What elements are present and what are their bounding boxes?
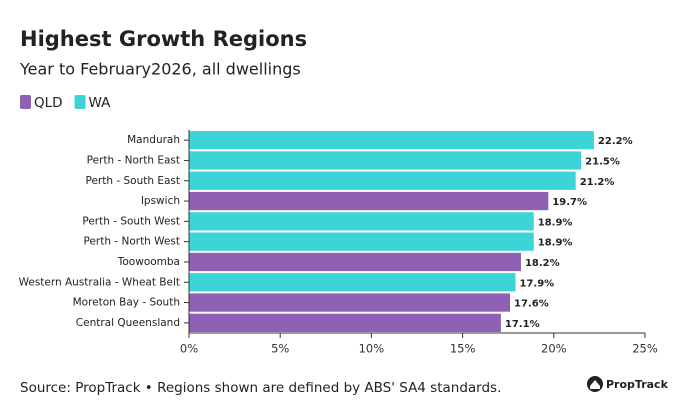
bar — [189, 232, 534, 251]
bar — [189, 131, 594, 150]
brand-name: PropTrack — [606, 378, 669, 391]
x-tick-label: 15% — [450, 342, 476, 356]
x-tick-label: 25% — [632, 342, 658, 356]
value-label: 22.2% — [598, 136, 633, 147]
bar — [189, 313, 501, 332]
category-label: Western Australia - Wheat Belt — [19, 276, 180, 288]
chart-subtitle: Year to February2026, all dwellings — [19, 60, 301, 79]
value-label: 21.5% — [585, 156, 620, 167]
value-label: 17.6% — [514, 299, 549, 310]
chart-title: Highest Growth Regions — [20, 27, 307, 51]
bar — [189, 171, 576, 190]
value-label: 19.7% — [552, 197, 587, 208]
x-tick-label: 5% — [271, 342, 289, 356]
category-label: Perth - South East — [86, 175, 180, 187]
legend-label: QLD — [34, 95, 63, 111]
x-tick-label: 0% — [180, 342, 198, 356]
category-label: Perth - North East — [87, 154, 180, 166]
legend-swatch — [20, 95, 31, 109]
bar — [189, 191, 549, 211]
category-label: Central Queensland — [76, 317, 180, 329]
category-label: Toowoomba — [117, 256, 180, 268]
category-label: Perth - South West — [82, 215, 180, 227]
bar — [189, 293, 511, 312]
category-label: Perth - North West — [84, 236, 181, 248]
bar — [189, 212, 534, 231]
value-label: 21.2% — [580, 177, 615, 188]
x-tick-label: 20% — [541, 342, 567, 356]
source-note: Source: PropTrack • Regions shown are de… — [20, 380, 501, 396]
bar — [189, 273, 516, 292]
x-tick-label: 10% — [359, 342, 385, 356]
category-label: Ipswich — [141, 195, 180, 207]
value-label: 18.9% — [538, 217, 573, 228]
legend-label: WA — [89, 95, 112, 111]
bar — [189, 252, 521, 272]
value-label: 18.9% — [538, 238, 573, 249]
brand-logo: PropTrack — [587, 376, 669, 392]
category-label: Mandurah — [127, 134, 180, 146]
value-label: 17.1% — [505, 319, 540, 330]
value-label: 17.9% — [519, 278, 554, 289]
value-label: 18.2% — [525, 258, 560, 269]
bar — [189, 151, 582, 170]
legend-swatch — [74, 95, 86, 109]
logo-house — [590, 380, 600, 389]
category-label: Moreton Bay - South — [73, 297, 180, 309]
